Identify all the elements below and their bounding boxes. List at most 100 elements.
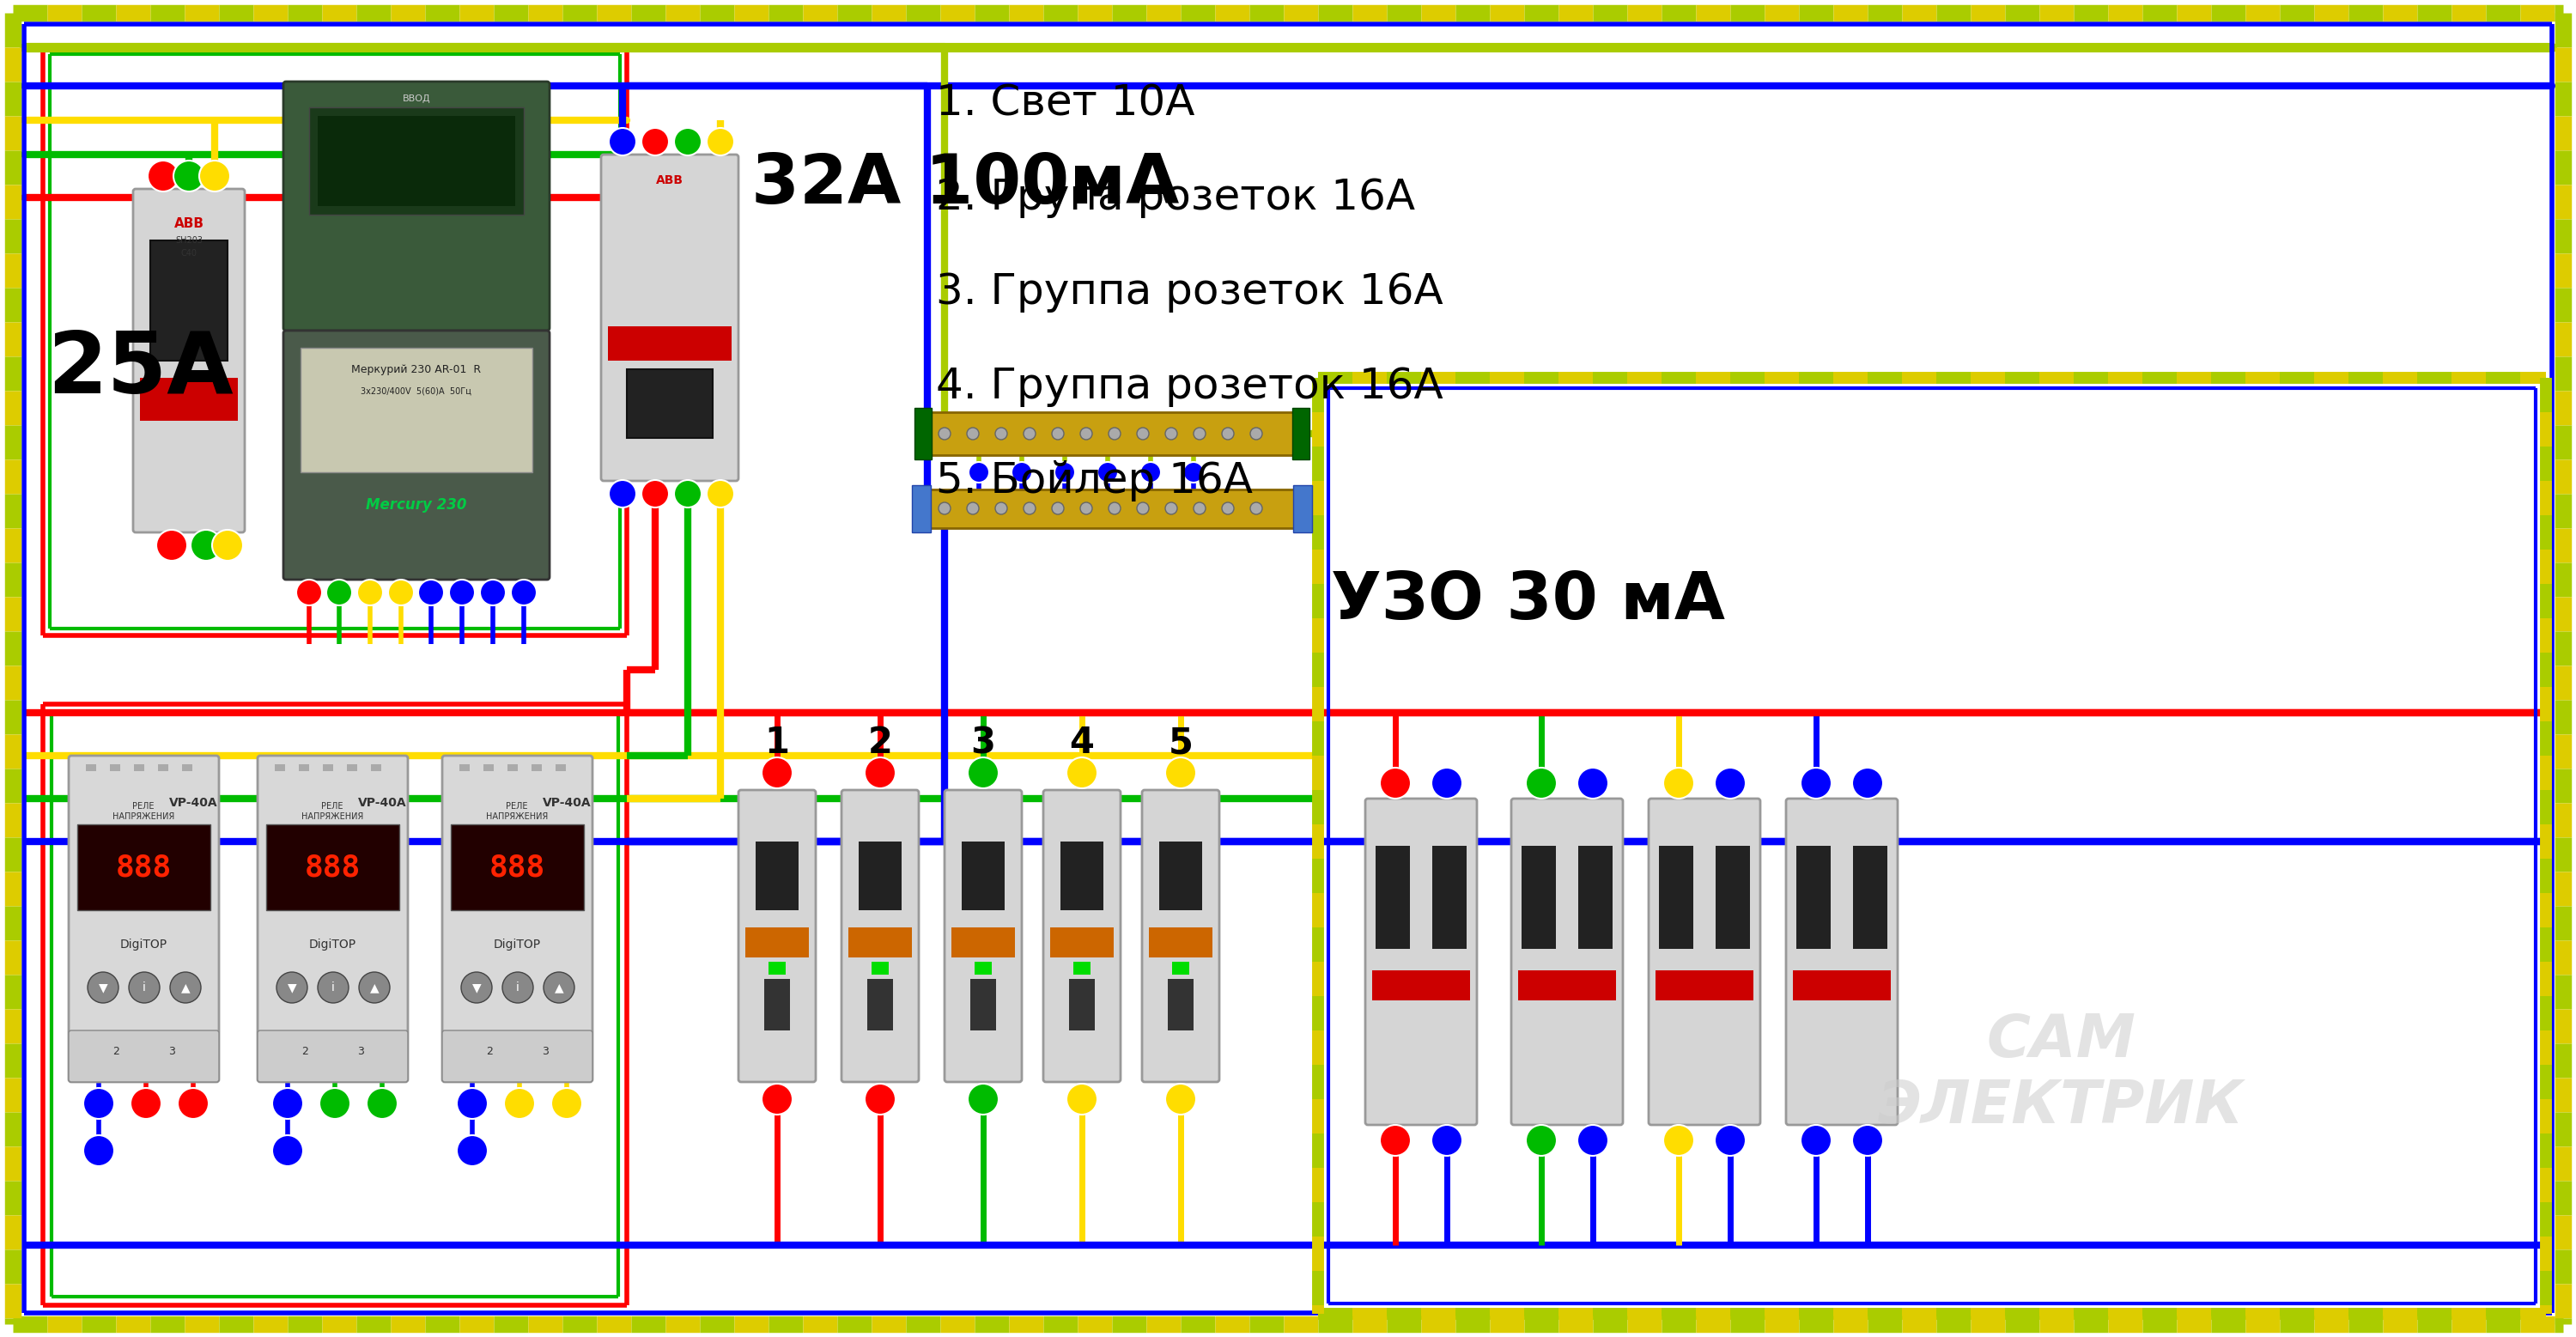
Circle shape	[358, 972, 389, 1003]
Circle shape	[1012, 463, 1033, 483]
Circle shape	[1716, 1124, 1747, 1155]
Circle shape	[1525, 767, 1556, 798]
Text: 888: 888	[489, 853, 546, 882]
Text: 4. Группа розеток 16A: 4. Группа розеток 16A	[935, 366, 1443, 406]
Bar	[371, 765, 381, 771]
Bar	[1061, 841, 1103, 910]
Circle shape	[1577, 767, 1607, 798]
Circle shape	[1056, 464, 1074, 481]
Circle shape	[479, 580, 505, 606]
Text: РЕЛЕ
НАПРЯЖЕНИЯ: РЕЛЕ НАПРЯЖЕНИЯ	[487, 802, 549, 821]
Bar	[1793, 971, 1891, 1000]
Circle shape	[296, 580, 322, 606]
Circle shape	[88, 972, 118, 1003]
FancyBboxPatch shape	[258, 755, 407, 1082]
Text: i: i	[515, 981, 520, 993]
Circle shape	[1164, 428, 1177, 440]
Circle shape	[1664, 767, 1695, 798]
Bar	[608, 326, 732, 361]
Circle shape	[157, 529, 188, 560]
Bar	[971, 979, 997, 1031]
Circle shape	[505, 1088, 536, 1119]
Circle shape	[706, 128, 734, 155]
Circle shape	[608, 480, 636, 508]
Text: ABB: ABB	[175, 217, 204, 230]
Circle shape	[641, 480, 670, 508]
Circle shape	[273, 1088, 304, 1119]
Circle shape	[366, 1088, 397, 1119]
Bar	[1852, 846, 1888, 949]
Text: ▲: ▲	[554, 981, 564, 993]
Bar	[1517, 971, 1615, 1000]
Bar	[1172, 961, 1190, 975]
Bar	[111, 765, 121, 771]
Bar	[317, 116, 515, 206]
Circle shape	[1164, 503, 1177, 515]
Circle shape	[551, 1088, 582, 1119]
FancyBboxPatch shape	[443, 755, 592, 1082]
FancyBboxPatch shape	[1785, 798, 1899, 1124]
Bar	[1069, 979, 1095, 1031]
Bar	[974, 961, 992, 975]
Bar	[322, 765, 332, 771]
Circle shape	[191, 529, 222, 560]
Text: DigiTOP: DigiTOP	[118, 939, 167, 951]
FancyBboxPatch shape	[842, 790, 920, 1082]
Circle shape	[969, 1084, 999, 1115]
Circle shape	[129, 972, 160, 1003]
Bar	[755, 841, 799, 910]
Circle shape	[276, 972, 307, 1003]
Bar	[507, 765, 518, 771]
Circle shape	[1136, 428, 1149, 440]
FancyBboxPatch shape	[283, 82, 549, 330]
Circle shape	[938, 428, 951, 440]
Circle shape	[502, 972, 533, 1003]
Text: ABB: ABB	[657, 174, 683, 186]
Text: VP-40A: VP-40A	[358, 797, 407, 809]
Text: 25A: 25A	[46, 328, 234, 410]
Circle shape	[994, 428, 1007, 440]
Circle shape	[211, 529, 242, 560]
Text: 4: 4	[1069, 725, 1095, 761]
Bar	[858, 841, 902, 910]
Circle shape	[866, 757, 896, 789]
Text: 3: 3	[971, 725, 994, 761]
Bar	[348, 765, 358, 771]
Text: i: i	[142, 981, 147, 993]
Bar	[1373, 971, 1471, 1000]
Bar	[914, 408, 933, 460]
Circle shape	[1249, 428, 1262, 440]
Bar	[1293, 485, 1311, 532]
Circle shape	[1249, 503, 1262, 515]
Circle shape	[938, 503, 951, 515]
Circle shape	[1054, 463, 1074, 483]
FancyBboxPatch shape	[945, 790, 1023, 1082]
Text: 3: 3	[167, 1047, 175, 1058]
Bar	[309, 107, 523, 215]
Bar	[912, 485, 930, 532]
Bar	[301, 348, 533, 472]
Bar	[951, 928, 1015, 957]
Circle shape	[1100, 464, 1115, 481]
Circle shape	[608, 128, 636, 155]
Bar	[1659, 846, 1692, 949]
Bar	[848, 928, 912, 957]
Text: 3х230/400V  5(60)А  50Гц: 3х230/400V 5(60)А 50Гц	[361, 386, 471, 394]
Circle shape	[1141, 464, 1159, 481]
Bar	[765, 979, 791, 1031]
Bar	[139, 378, 237, 421]
FancyBboxPatch shape	[443, 1031, 592, 1082]
Circle shape	[456, 1135, 487, 1166]
Circle shape	[1193, 503, 1206, 515]
Bar	[531, 765, 541, 771]
Circle shape	[327, 580, 353, 606]
Text: 2. Група розеток 16A: 2. Група розеток 16A	[935, 176, 1414, 218]
Bar	[1149, 928, 1213, 957]
Circle shape	[1221, 503, 1234, 515]
FancyBboxPatch shape	[258, 1031, 407, 1082]
Text: РЕЛЕ
НАПРЯЖЕНИЯ: РЕЛЕ НАПРЯЖЕНИЯ	[113, 802, 175, 821]
Circle shape	[1079, 503, 1092, 515]
Circle shape	[675, 128, 701, 155]
FancyBboxPatch shape	[70, 755, 219, 1082]
Text: 888: 888	[116, 853, 173, 882]
